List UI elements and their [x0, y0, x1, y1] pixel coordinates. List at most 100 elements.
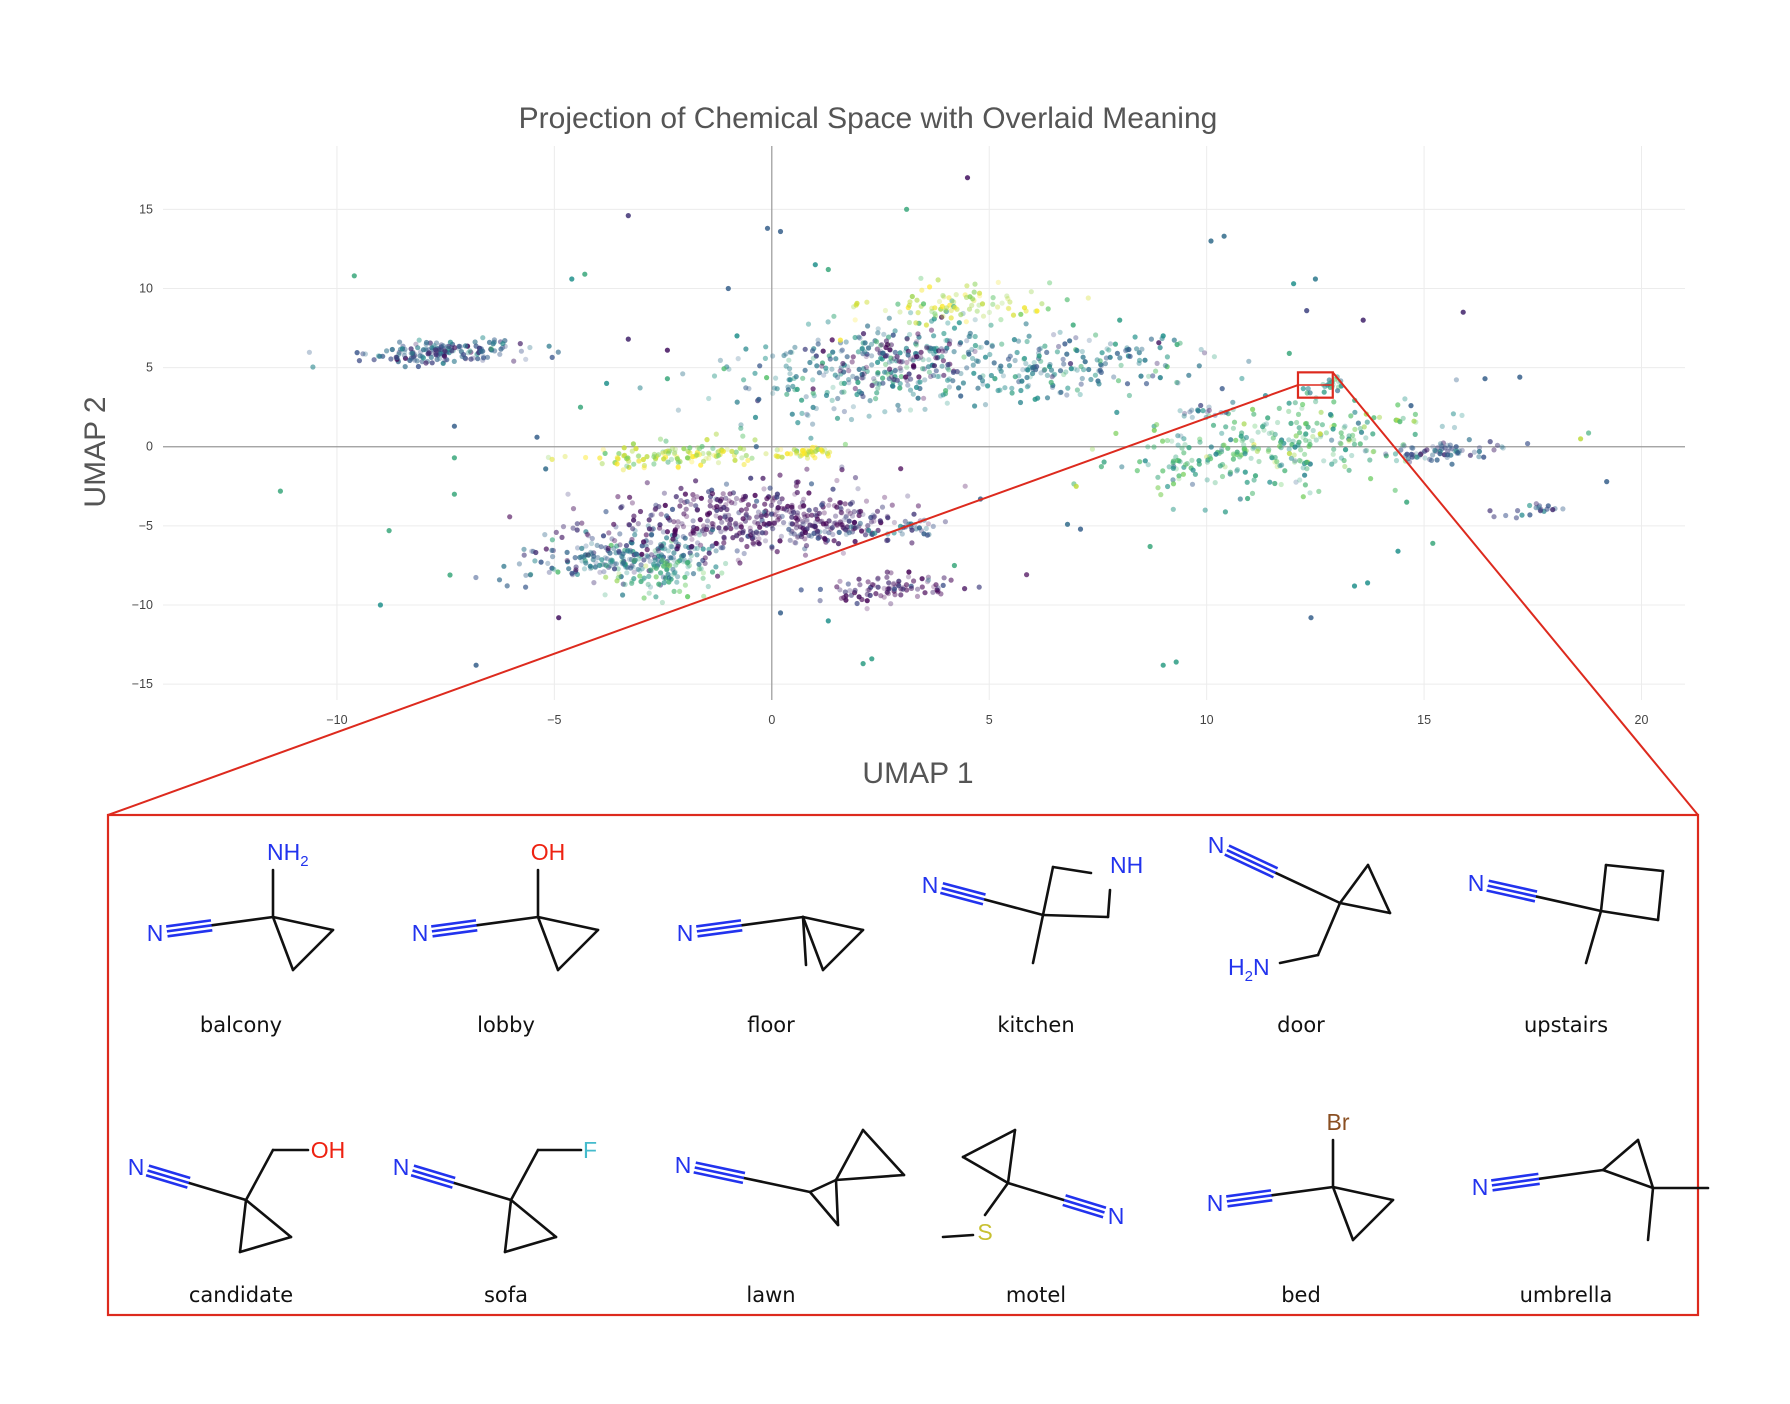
scatter-point	[1313, 437, 1319, 443]
scatter-point	[1080, 354, 1086, 360]
scatter-point	[762, 538, 769, 544]
scatter-point	[1586, 430, 1592, 436]
scatter-point	[733, 495, 740, 502]
scatter-point	[685, 564, 691, 570]
scatter-point	[1459, 412, 1465, 418]
scatter-point	[924, 345, 930, 351]
scatter-point	[1089, 446, 1095, 452]
scatter-point	[858, 508, 864, 514]
scatter-point	[948, 315, 954, 321]
scatter-point	[462, 343, 469, 349]
scatter-point	[939, 303, 945, 309]
scatter-point	[432, 347, 438, 353]
scatter-point	[963, 294, 970, 300]
scatter-point	[1074, 387, 1080, 393]
scatter-point	[1137, 357, 1143, 363]
scatter-point	[890, 383, 896, 389]
scatter-point	[565, 559, 571, 565]
scatter-point	[595, 555, 601, 561]
scatter-point	[1074, 367, 1080, 373]
scatter-point	[694, 452, 701, 458]
scatter-point	[616, 571, 622, 577]
scatter-point	[581, 566, 588, 572]
scatter-point	[808, 448, 814, 454]
atom-label: N	[922, 872, 939, 898]
scatter-point	[1295, 411, 1302, 417]
bond	[1051, 865, 1093, 875]
scatter-point	[709, 569, 716, 575]
scatter-point	[573, 567, 579, 573]
scatter-point	[850, 373, 856, 379]
scatter-point	[446, 343, 452, 350]
triple-bond	[1227, 1198, 1273, 1208]
scatter-point	[688, 501, 694, 507]
scatter-point	[1348, 413, 1354, 419]
scatter-point	[695, 540, 701, 546]
scatter-point	[407, 357, 413, 363]
scatter-point	[930, 589, 936, 595]
scatter-point	[786, 357, 792, 363]
scatter-point	[793, 521, 799, 527]
scatter-point	[777, 610, 784, 616]
scatter-point	[549, 537, 556, 543]
scatter-point	[754, 514, 760, 520]
scatter-point	[943, 305, 950, 311]
scatter-point	[666, 579, 672, 585]
scatter-point	[914, 297, 920, 303]
bond	[801, 915, 825, 972]
scatter-point	[1361, 424, 1367, 430]
scatter-point	[644, 454, 650, 460]
scatter-point	[1171, 337, 1177, 343]
bond	[982, 898, 1045, 917]
scatter-point	[960, 380, 967, 386]
scatter-point	[833, 356, 839, 362]
scatter-point	[776, 515, 783, 521]
scatter-point	[1300, 386, 1306, 392]
scatter-point	[964, 175, 971, 181]
scatter-point	[1237, 496, 1243, 502]
scatter-point	[1291, 452, 1297, 458]
scatter-point	[431, 343, 437, 349]
scatter-point	[538, 559, 544, 565]
scatter-point	[759, 530, 765, 536]
bond	[1331, 1185, 1355, 1242]
scatter-point	[1134, 468, 1140, 474]
scatter-point	[852, 317, 858, 323]
scatter-point	[659, 543, 665, 549]
scatter-point	[750, 530, 756, 536]
scatter-point	[931, 363, 938, 369]
scatter-point	[1513, 515, 1519, 521]
scatter-point	[1341, 425, 1347, 431]
scatter-point	[1145, 444, 1151, 450]
scatter-point	[781, 520, 787, 526]
scatter-point	[900, 586, 906, 592]
scatter-point	[982, 354, 989, 360]
scatter-point	[975, 385, 981, 391]
scatter-point	[660, 449, 666, 455]
scatter-point	[682, 491, 689, 497]
scatter-point	[468, 349, 474, 355]
scatter-point	[1015, 338, 1022, 344]
x-axis-title: UMAP 1	[862, 757, 973, 790]
atom-label: N	[393, 1154, 410, 1180]
scatter-point	[635, 566, 641, 572]
scatter-point	[549, 547, 555, 554]
scatter-point	[995, 387, 1001, 394]
scatter-point	[1456, 448, 1462, 454]
bond	[1338, 901, 1392, 915]
scatter-point	[1049, 374, 1055, 380]
scatter-point	[946, 376, 952, 382]
scatter-point	[812, 523, 818, 530]
scatter-point	[1060, 356, 1066, 362]
scatter-point	[1132, 334, 1138, 340]
scatter-point	[898, 359, 904, 365]
scatter-point	[837, 368, 843, 374]
scatter-point	[787, 366, 793, 372]
scatter-point	[855, 486, 861, 492]
scatter-point	[1230, 456, 1236, 462]
atom-label: N	[412, 920, 429, 946]
scatter-point	[944, 345, 950, 351]
scatter-point	[1177, 459, 1183, 465]
scatter-point	[918, 354, 924, 360]
